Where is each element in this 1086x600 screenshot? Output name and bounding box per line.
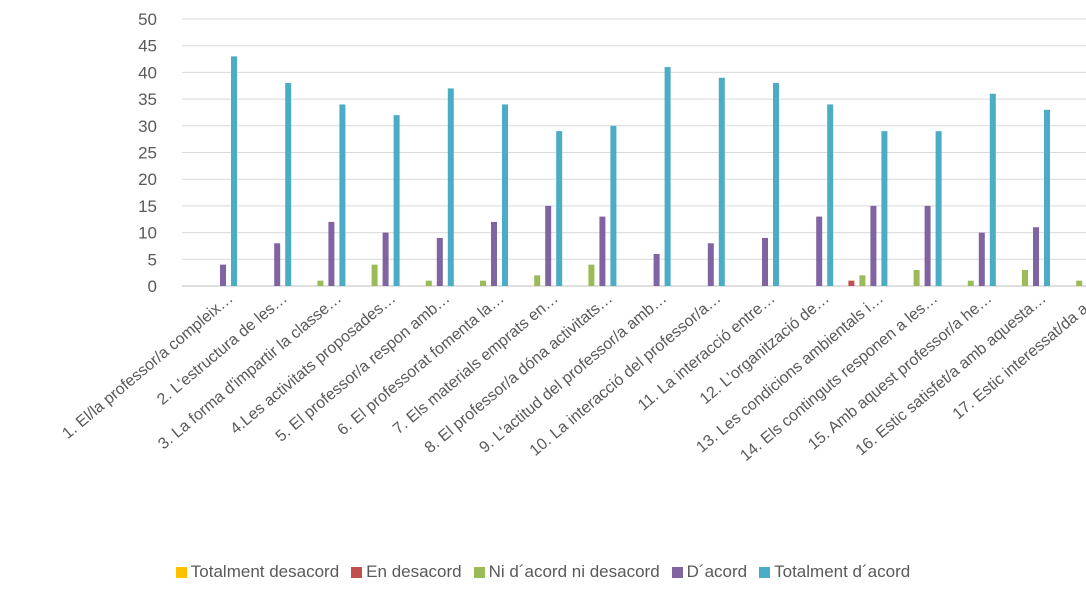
bar [317, 280, 324, 286]
legend-label: Ni d´acord ni desacord [488, 562, 660, 581]
bar [339, 104, 346, 286]
y-tick-label: 20 [138, 170, 157, 189]
legend-item: Totalment d´acord [759, 562, 910, 582]
gridlines [182, 18, 1086, 287]
y-tick-label: 10 [138, 224, 157, 243]
legend-swatch [473, 566, 485, 578]
x-axis-labels: 1. El/la professor/a compleix…2. L'estru… [59, 290, 1086, 465]
bar [425, 280, 432, 286]
bar [762, 237, 768, 286]
bars [220, 56, 1083, 287]
y-tick-label: 0 [148, 277, 157, 296]
y-tick-label: 15 [138, 197, 157, 216]
bar [924, 205, 931, 286]
bar [773, 83, 779, 286]
bar [1044, 109, 1050, 286]
legend-label: Totalment d´acord [774, 562, 911, 581]
legend-swatch [351, 566, 363, 578]
bar [1022, 269, 1028, 286]
bar-chart: 0 5 10 15 20 25 30 35 40 45 50 1. El/la professor/… [59, 10, 1086, 465]
legend-label: D´acord [686, 562, 748, 581]
bar [371, 264, 378, 286]
bar [220, 264, 226, 286]
y-tick-label: 50 [138, 10, 157, 29]
legend-swatch [759, 566, 771, 578]
bar [1033, 227, 1039, 286]
bar [545, 205, 552, 286]
bar [913, 269, 920, 286]
bar [610, 125, 617, 286]
legend-item: Totalment desacord [175, 562, 340, 582]
bar [989, 93, 996, 286]
legend-label: Totalment desacord [190, 562, 340, 581]
bar [447, 88, 454, 286]
bar [274, 243, 281, 286]
bar [588, 264, 595, 286]
y-tick-label: 35 [138, 90, 157, 109]
bar [393, 115, 400, 287]
legend-label: En desacord [366, 562, 462, 581]
bar [881, 131, 888, 286]
x-tick-label: 10. La interacció del professor/a… [527, 290, 725, 460]
bar [718, 77, 725, 287]
bar [827, 104, 834, 286]
bar [556, 131, 563, 286]
bar [285, 83, 292, 286]
bar [816, 216, 823, 286]
bar [859, 275, 866, 286]
x-tick-label: 14. Els continguts responen a les… [737, 290, 941, 465]
legend-item: D´acord [671, 562, 748, 582]
y-tick-label: 30 [138, 117, 157, 136]
bar [1076, 280, 1083, 286]
legend-swatch [175, 566, 187, 578]
bar [436, 237, 443, 286]
bar [848, 280, 855, 286]
bar [231, 56, 237, 286]
bar [707, 243, 714, 286]
y-tick-label: 5 [148, 250, 157, 269]
legend-swatch [671, 566, 683, 578]
bar [664, 67, 671, 286]
bar [978, 232, 985, 286]
bar [870, 205, 877, 286]
bar [534, 275, 541, 286]
legend-item: Ni d´acord ni desacord [473, 562, 660, 582]
y-axis-ticks: 0 5 10 15 20 25 30 35 40 45 50 [138, 10, 157, 296]
bar [653, 253, 660, 286]
y-tick-label: 25 [138, 144, 157, 163]
bar [935, 131, 942, 286]
bar [599, 216, 606, 286]
bar [382, 232, 389, 286]
bar [480, 280, 486, 286]
bar [328, 221, 335, 286]
y-tick-label: 45 [138, 37, 157, 56]
bar [967, 280, 974, 286]
legend-item: En desacord [351, 562, 462, 582]
legend: Totalment desacord En desacord Ni d´acord … [0, 562, 1086, 582]
bar [502, 104, 508, 286]
y-tick-label: 40 [138, 63, 157, 82]
bar [491, 221, 497, 286]
